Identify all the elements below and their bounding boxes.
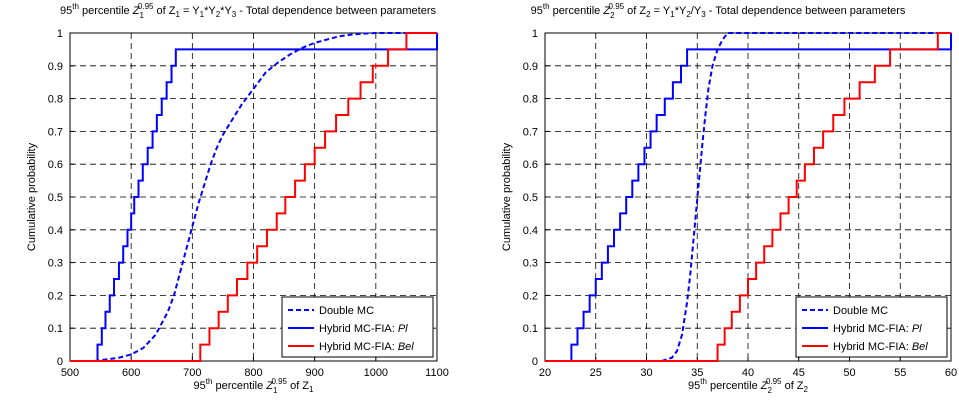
x-tick-label: 900 bbox=[305, 367, 323, 379]
chart-title: 95th percentile Z10.95 of Z1 = Y1*Y2*Y3 … bbox=[60, 2, 437, 20]
y-tick-label: 0.7 bbox=[48, 126, 63, 138]
x-tick-label: 45 bbox=[793, 367, 805, 379]
y-tick-label: 0.6 bbox=[523, 159, 538, 171]
legend: Double MC Hybrid MC-FIA: Pl Hybrid MC-FIA:… bbox=[282, 297, 433, 357]
y-axis-label: Cumulative probability bbox=[26, 142, 38, 251]
x-tick-label: 25 bbox=[590, 367, 602, 379]
chart-panel-z1: 500 600 700 800 900 1000 1100 0 0.1 0.2 0.3 0.4 0.5 0… bbox=[26, 2, 449, 395]
y-tick-label: 0.3 bbox=[523, 258, 538, 270]
legend-label: Hybrid MC-FIA: Bel bbox=[833, 341, 928, 353]
x-tick-label: 500 bbox=[61, 367, 79, 379]
x-tick-label: 60 bbox=[945, 367, 957, 379]
legend-label: Double MC bbox=[319, 305, 374, 317]
legend-label: Hybrid MC-FIA: Pl bbox=[319, 323, 408, 335]
y-tick-label: 0.5 bbox=[523, 192, 538, 204]
y-tick-label: 0.7 bbox=[523, 126, 538, 138]
x-tick-label: 1000 bbox=[364, 367, 388, 379]
x-tick-label: 40 bbox=[742, 367, 754, 379]
chart-title: 95th percentile Z20.95 of Z2 = Y1*Y2/Y3 … bbox=[531, 2, 906, 20]
y-tick-label: 0 bbox=[57, 356, 63, 368]
x-tick-label: 800 bbox=[244, 367, 262, 379]
y-tick-label: 1 bbox=[532, 28, 538, 40]
y-tick-label: 0.1 bbox=[48, 323, 63, 335]
y-tick-label: 0.8 bbox=[523, 94, 538, 106]
legend-label: Double MC bbox=[833, 305, 888, 317]
y-tick-label: 0.1 bbox=[523, 323, 538, 335]
x-tick-label: 30 bbox=[640, 367, 652, 379]
y-axis-label: Cumulative probability bbox=[501, 142, 513, 251]
chart-panel-z2: 20 25 30 35 40 45 50 55 6000.10.20.30.40.50.60.7… bbox=[501, 2, 957, 395]
y-tick-label: 0 bbox=[532, 356, 538, 368]
y-tick-label: 0.2 bbox=[48, 290, 63, 302]
legend: Double MC Hybrid MC-FIA: Pl Hybrid MC-FIA:… bbox=[796, 297, 947, 357]
legend-label: Hybrid MC-FIA: Pl bbox=[833, 323, 922, 335]
y-tick-label: 0.9 bbox=[48, 61, 63, 73]
y-tick-label: 0.5 bbox=[48, 192, 63, 204]
x-tick-label: 20 bbox=[539, 367, 551, 379]
x-tick-label: 1100 bbox=[425, 367, 449, 379]
x-tick-label: 55 bbox=[894, 367, 906, 379]
x-tick-label: 700 bbox=[183, 367, 201, 379]
y-tick-label: 0.4 bbox=[48, 225, 63, 237]
y-tick-label: 0.9 bbox=[523, 61, 538, 73]
y-tick-label: 1 bbox=[57, 28, 63, 40]
x-axis-label: 95th percentile Z20.95 of Z2 bbox=[688, 377, 809, 395]
x-axis-label: 95th percentile Z10.95 of Z1 bbox=[194, 377, 315, 395]
x-tick-label: 50 bbox=[843, 367, 855, 379]
legend-label: Hybrid MC-FIA: Bel bbox=[319, 341, 414, 353]
y-tick-label: 0.2 bbox=[523, 290, 538, 302]
y-tick-label: 0.6 bbox=[48, 159, 63, 171]
y-tick-label: 0.8 bbox=[48, 94, 63, 106]
y-tick-label: 0.4 bbox=[523, 225, 538, 237]
y-tick-label: 0.3 bbox=[48, 258, 63, 270]
x-tick-label: 600 bbox=[122, 367, 140, 379]
